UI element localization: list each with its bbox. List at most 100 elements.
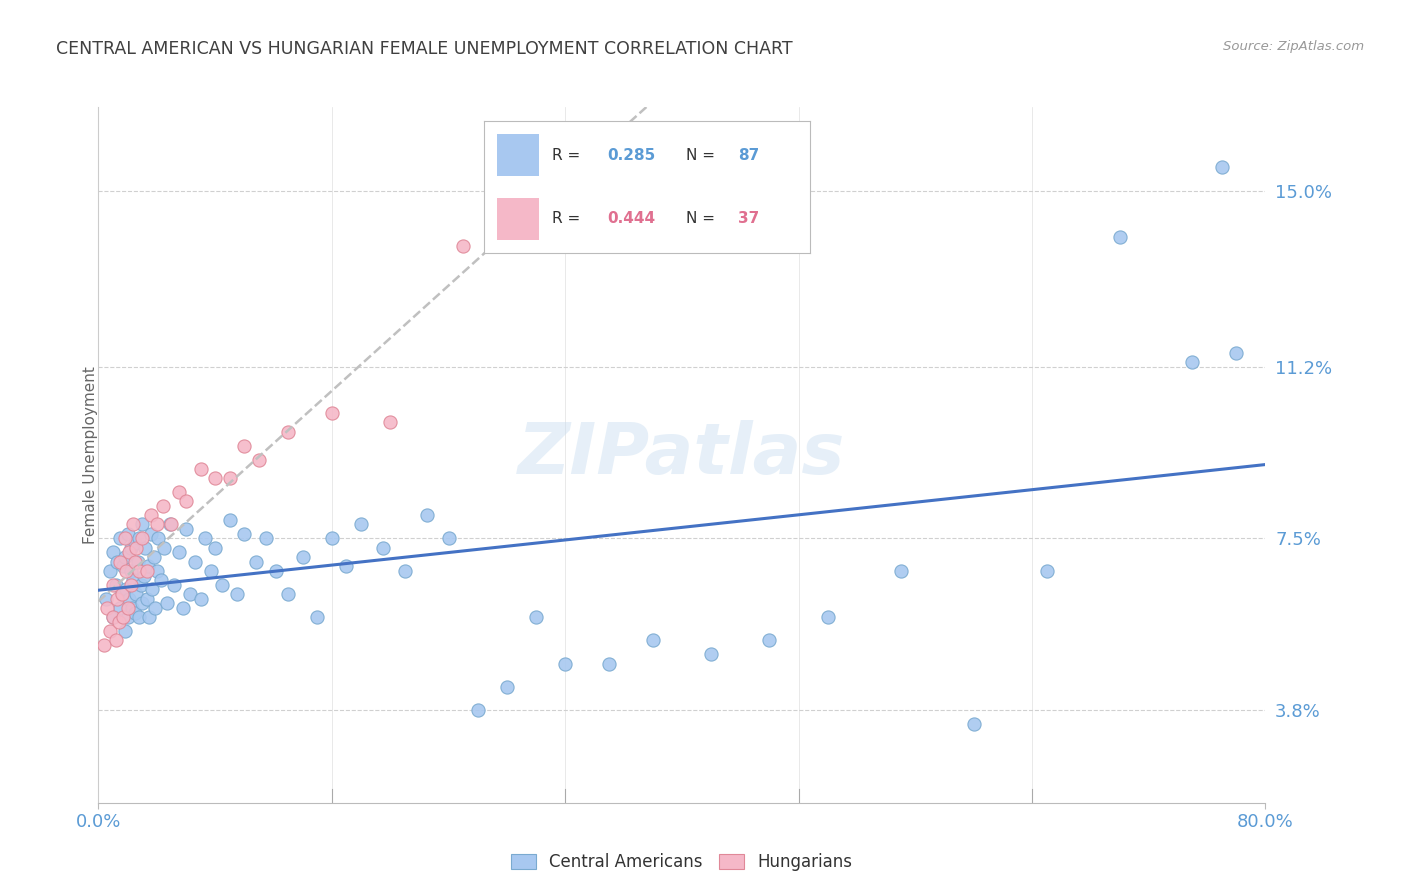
Point [277,587,299,601]
Point [94,591,117,606]
Point [114,532,136,546]
Point [105,591,128,606]
Point [128,532,150,546]
Point [641,633,664,648]
Point [128,610,150,624]
Point [156,596,179,610]
Point [124,555,146,569]
Point [125,587,148,601]
Legend: Central Americans, Hungarians: Central Americans, Hungarians [505,847,859,878]
Point [138,610,160,624]
Point [131,532,153,546]
Point [108,615,131,629]
Point [150,573,173,587]
Point [758,633,780,648]
Point [321,406,343,420]
Point [120,541,142,555]
Point [121,601,143,615]
Point [437,532,460,546]
Text: ZIPatlas: ZIPatlas [519,420,845,490]
Point [98,624,121,639]
Point [245,555,267,569]
Point [291,549,314,564]
Point [146,517,169,532]
Point [415,508,437,523]
Point [110,601,132,615]
Point [148,532,170,546]
Point [307,610,329,624]
Point [134,541,156,555]
Point [174,494,197,508]
Point [93,638,115,652]
Y-axis label: Female Unemployment: Female Unemployment [83,366,97,544]
Point [132,568,155,582]
Point [218,513,240,527]
Point [190,591,212,606]
Point [117,610,139,624]
Point [226,587,249,601]
Point [350,517,373,532]
Point [467,703,489,717]
Point [141,582,163,597]
Point [136,559,159,574]
Point [111,587,134,601]
Point [135,564,157,578]
Point [114,549,136,564]
Point [233,439,256,453]
Point [194,532,217,546]
Point [172,601,194,615]
Point [142,549,165,564]
Point [129,578,152,592]
Point [167,545,190,559]
Point [117,601,139,615]
Point [211,578,233,592]
Point [122,517,145,532]
Point [143,601,166,615]
Point [1225,346,1247,360]
Point [118,591,141,606]
Point [1108,230,1130,244]
Point [120,564,142,578]
Point [131,517,153,532]
Point [371,541,394,555]
Point [105,555,128,569]
Point [218,471,240,485]
Point [451,239,474,253]
Point [104,633,127,648]
Point [112,610,135,624]
Point [204,541,226,555]
Point [115,564,138,578]
Point [1035,564,1057,578]
Point [120,578,142,592]
Point [114,624,136,639]
Point [962,717,984,731]
Point [160,517,183,532]
Point [124,536,146,550]
Point [700,648,723,662]
Point [183,555,205,569]
Point [247,452,270,467]
Point [96,601,118,615]
Point [817,610,839,624]
Text: Source: ZipAtlas.com: Source: ZipAtlas.com [1223,40,1364,54]
Point [153,541,176,555]
Point [394,564,416,578]
Point [110,532,132,546]
Point [152,499,174,513]
Point [125,541,148,555]
Text: CENTRAL AMERICAN VS HUNGARIAN FEMALE UNEMPLOYMENT CORRELATION CHART: CENTRAL AMERICAN VS HUNGARIAN FEMALE UNE… [56,40,793,58]
Point [266,564,288,578]
Point [1181,355,1204,369]
Point [598,657,620,671]
Point [1211,161,1233,175]
Point [101,610,124,624]
Point [118,545,141,559]
Point [524,610,547,624]
Point [174,522,197,536]
Point [101,545,124,559]
Point [254,532,277,546]
Point [146,564,169,578]
Point [496,680,519,694]
Point [167,485,190,500]
Point [139,526,162,541]
